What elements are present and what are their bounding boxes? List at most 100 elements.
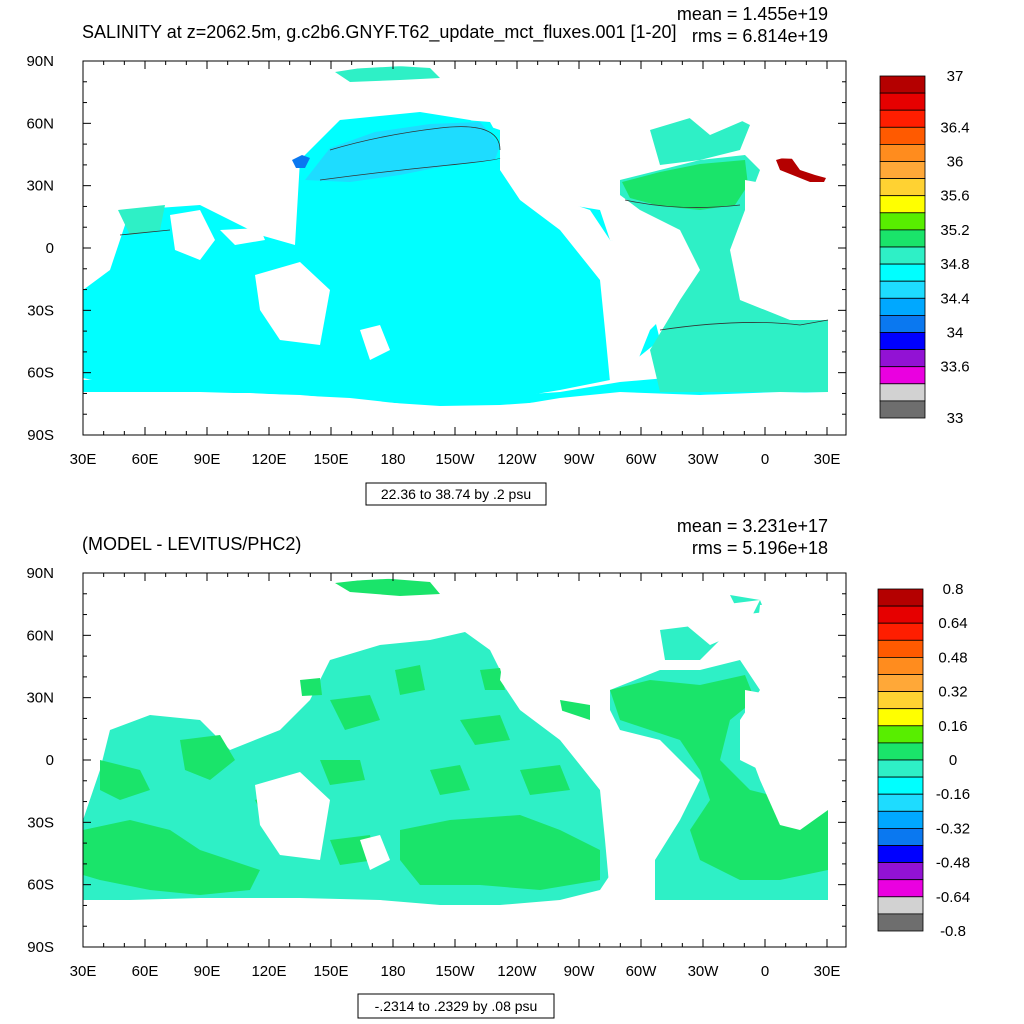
x-tick-label: 0 xyxy=(761,963,769,980)
med-outflow-patch xyxy=(776,156,826,182)
colorbar-swatch xyxy=(877,742,924,761)
colorbar-swatch xyxy=(877,759,924,778)
x-tick-label: 0 xyxy=(761,451,769,468)
land-australia xyxy=(255,772,330,860)
colorbar-label: 0.32 xyxy=(938,684,967,701)
y-axis: 90N 60N 30N 0 30S 60S 90S xyxy=(26,565,846,956)
land-nz xyxy=(360,325,390,360)
x-tick-label: 120E xyxy=(251,451,286,468)
difference-panel: (MODEL - LEVITUS/PHC2) mean = 3.231e+17 … xyxy=(26,516,970,1019)
colorbar: 0.8 0.64 0.48 0.32 0.16 0 -0.16 -0.32 -0.48 -0.64… xyxy=(877,581,970,940)
y-tick-label: 30S xyxy=(27,814,54,831)
colorbar-swatch xyxy=(879,229,926,248)
colorbar-swatch xyxy=(879,366,926,385)
y-tick-label: 30S xyxy=(27,302,54,319)
colorbar-label: 33 xyxy=(947,410,964,427)
x-tick-label: 90E xyxy=(194,451,221,468)
deep-blue-patch xyxy=(292,155,310,168)
rms-label: rms = 5.196e+18 xyxy=(692,538,828,558)
colorbar-swatch xyxy=(877,896,924,915)
x-tick-label: 120W xyxy=(497,963,537,980)
colorbar-swatch xyxy=(879,109,926,128)
colorbar-swatch xyxy=(877,879,924,898)
colorbar-label: 0.48 xyxy=(938,649,967,666)
contour-line xyxy=(119,229,171,236)
x-tick-label: 30E xyxy=(814,451,841,468)
panel-title: (MODEL - LEVITUS/PHC2) xyxy=(82,534,301,554)
land-asia-north xyxy=(83,61,330,210)
colorbar-label: -0.64 xyxy=(936,889,970,906)
colorbar-swatch xyxy=(877,639,924,658)
colorbar-label: 0.8 xyxy=(943,581,964,598)
colorbar-label: -0.32 xyxy=(936,820,970,837)
colorbar-swatch xyxy=(879,178,926,197)
contour-line xyxy=(319,157,501,181)
mean-label: mean = 1.455e+19 xyxy=(677,4,828,24)
x-tick-label: 30W xyxy=(688,963,720,980)
x-tick-label: 150W xyxy=(435,963,475,980)
contour-info: 22.36 to 38.74 by .2 psu xyxy=(381,486,531,502)
small-patch xyxy=(300,678,322,696)
x-tick-label: 180 xyxy=(380,451,405,468)
colorbar-label: -0.8 xyxy=(940,923,966,940)
colorbar-swatch xyxy=(879,400,926,419)
land-africa xyxy=(745,690,828,830)
y-tick-label: 30N xyxy=(26,690,54,707)
land-greenland xyxy=(680,600,760,645)
colorbar-swatch xyxy=(877,862,924,881)
x-tick-label: 180 xyxy=(380,963,405,980)
y-tick-label: 0 xyxy=(46,240,54,257)
land-greenland xyxy=(680,90,760,135)
colorbar-label: 34 xyxy=(947,325,964,342)
y-tick-label: 90N xyxy=(26,53,54,70)
colorbar-swatch xyxy=(879,92,926,111)
positive-region xyxy=(520,765,570,795)
indian-field xyxy=(118,205,165,235)
colorbar-label: 37 xyxy=(947,68,964,85)
land-asia-north xyxy=(83,573,330,720)
x-tick-label: 120W xyxy=(497,451,537,468)
rms-label: rms = 6.814e+19 xyxy=(692,26,828,46)
colorbar-label: -0.48 xyxy=(936,855,970,872)
colorbar-label: 0.64 xyxy=(938,615,967,632)
land-americas xyxy=(500,585,680,895)
land-africa-australia xyxy=(170,210,215,260)
colorbar-swatch xyxy=(877,657,924,675)
y-tick-label: 60N xyxy=(26,115,54,132)
colorbar-swatch xyxy=(879,195,926,214)
colorbar-swatch xyxy=(877,725,924,744)
map-plot-area: 30E 60E 90E 120E 150E 180 150W 120W 90W 60W 30W 0 30… xyxy=(26,53,847,468)
y-tick-label: 30N xyxy=(26,178,54,195)
positive-region xyxy=(400,815,600,890)
x-tick-label: 60W xyxy=(626,451,658,468)
colorbar-swatch xyxy=(879,314,926,333)
colorbar: 37 36.4 36 35.6 35.2 34.8 34.4 34 33.6 33 xyxy=(879,68,970,427)
positive-region xyxy=(610,675,828,880)
contour-info-box: 22.36 to 38.74 by .2 psu xyxy=(365,482,547,506)
colorbar-swatch xyxy=(879,297,926,316)
colorbar-swatch xyxy=(877,913,924,932)
x-tick-label: 90W xyxy=(564,963,596,980)
positive-region xyxy=(395,665,425,695)
colorbar-swatch xyxy=(877,828,924,846)
colorbar-label: 33.6 xyxy=(940,359,969,376)
land-europe xyxy=(755,90,828,160)
colorbar-label: 35.6 xyxy=(940,188,969,205)
panel-title: SALINITY at z=2062.5m, g.c2b6.GNYF.T62_u… xyxy=(82,22,677,43)
colorbar-swatch xyxy=(879,246,926,265)
y-tick-label: 60N xyxy=(26,627,54,644)
positive-region xyxy=(480,668,505,690)
colorbar-swatch xyxy=(877,588,924,607)
colorbar-swatch xyxy=(879,75,926,94)
y-tick-label: 90N xyxy=(26,565,54,582)
y-tick-label: 60S xyxy=(27,365,54,382)
y-tick-label: 60S xyxy=(27,877,54,894)
contour-info-box: -.2314 to .2329 by .08 psu xyxy=(357,993,555,1019)
colorbar-swatch xyxy=(877,691,924,710)
land-europe xyxy=(755,600,828,670)
colorbar-swatch xyxy=(879,212,926,231)
colorbar-swatch xyxy=(877,674,924,693)
land-americas xyxy=(500,70,680,382)
colorbar-swatch xyxy=(877,776,924,795)
x-axis: 30E 60E 90E 120E 150E 180 150W 120W 90W 60W 30W 0 30… xyxy=(70,573,840,980)
